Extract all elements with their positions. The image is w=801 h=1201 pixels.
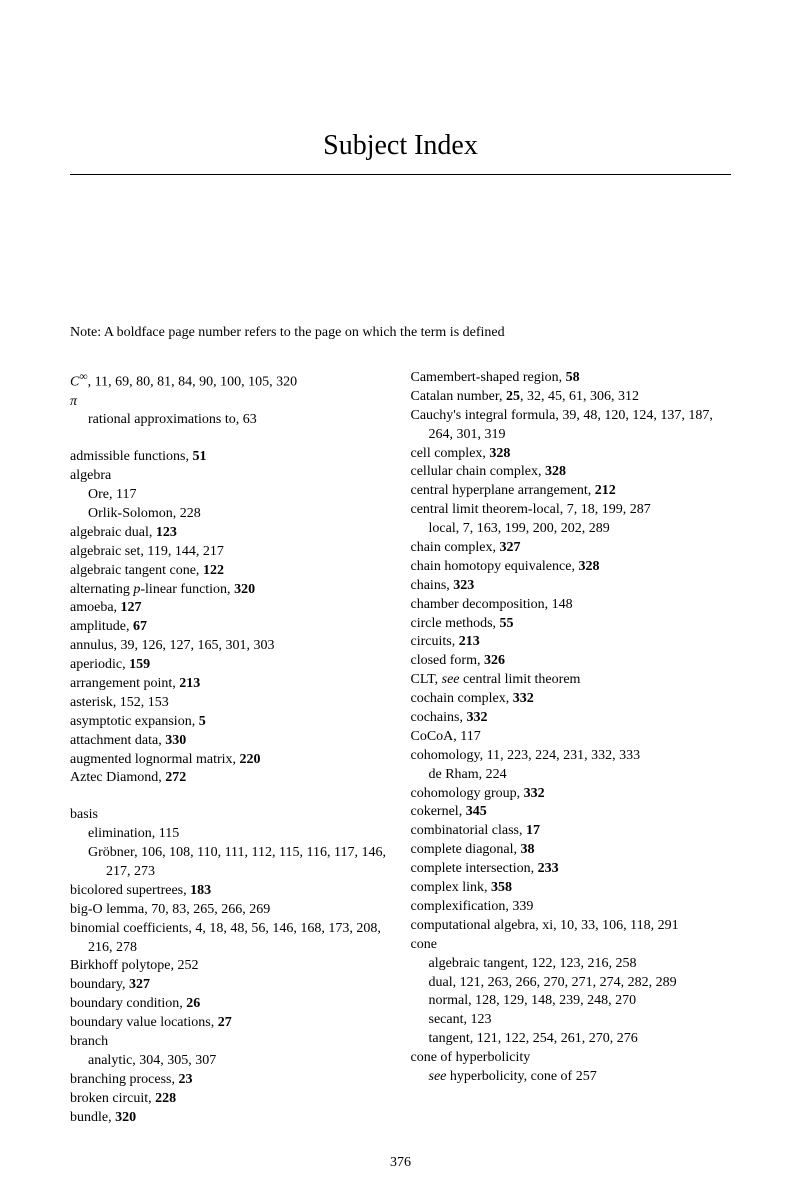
index-entry: boundary, 327 xyxy=(70,976,391,995)
index-entry: Catalan number, 25, 32, 45, 61, 306, 312 xyxy=(411,388,732,407)
index-subentry: rational approximations to, 63 xyxy=(70,411,391,430)
index-entry: CoCoA, 117 xyxy=(411,728,732,747)
index-entry: chains, 323 xyxy=(411,577,732,596)
index-entry: amplitude, 67 xyxy=(70,618,391,637)
index-entry: bundle, 320 xyxy=(70,1109,391,1128)
index-entry: circuits, 213 xyxy=(411,633,732,652)
index-entry: cohomology group, 332 xyxy=(411,785,732,804)
index-entry: binomial coefficients, 4, 18, 48, 56, 14… xyxy=(70,920,391,958)
index-entry: big-O lemma, 70, 83, 265, 266, 269 xyxy=(70,901,391,920)
index-entry: augmented lognormal matrix, 220 xyxy=(70,751,391,770)
section-gap xyxy=(70,788,391,806)
index-entry: circle methods, 55 xyxy=(411,615,732,634)
index-entry: amoeba, 127 xyxy=(70,599,391,618)
index-subentry: elimination, 115 xyxy=(70,825,391,844)
index-entry: Camembert-shaped region, 58 xyxy=(411,369,732,388)
index-entry: broken circuit, 228 xyxy=(70,1090,391,1109)
index-entry: Birkhoff polytope, 252 xyxy=(70,957,391,976)
index-entry: cokernel, 345 xyxy=(411,803,732,822)
index-subentry: de Rham, 224 xyxy=(411,766,732,785)
index-entry: combinatorial class, 17 xyxy=(411,822,732,841)
index-subentry: normal, 128, 129, 148, 239, 248, 270 xyxy=(411,992,732,1011)
index-subentry: algebraic tangent, 122, 123, 216, 258 xyxy=(411,955,732,974)
index-entry: alternating p-linear function, 320 xyxy=(70,581,391,600)
index-entry: arrangement point, 213 xyxy=(70,675,391,694)
index-entry: cochains, 332 xyxy=(411,709,732,728)
index-entry: bicolored supertrees, 183 xyxy=(70,882,391,901)
index-subentry: see hyperbolicity, cone of 257 xyxy=(411,1068,732,1087)
index-entry: asymptotic expansion, 5 xyxy=(70,713,391,732)
index-entry: cone of hyperbolicity xyxy=(411,1049,732,1068)
index-entry: algebraic set, 119, 144, 217 xyxy=(70,543,391,562)
index-subentry: Ore, 117 xyxy=(70,486,391,505)
index-entry: central hyperplane arrangement, 212 xyxy=(411,482,732,501)
index-entry: aperiodic, 159 xyxy=(70,656,391,675)
section-gap xyxy=(70,430,391,448)
index-subentry: local, 7, 163, 199, 200, 202, 289 xyxy=(411,520,732,539)
left-column: C∞, 11, 69, 80, 81, 84, 90, 100, 105, 32… xyxy=(70,369,391,1128)
index-entry: chain complex, 327 xyxy=(411,539,732,558)
index-entry: branch xyxy=(70,1033,391,1052)
index-entry: chain homotopy equivalence, 328 xyxy=(411,558,732,577)
index-entry: cone xyxy=(411,936,732,955)
index-entry: Aztec Diamond, 272 xyxy=(70,769,391,788)
index-entry: complete diagonal, 38 xyxy=(411,841,732,860)
index-entry: complete intersection, 233 xyxy=(411,860,732,879)
index-entry: Cauchy's integral formula, 39, 48, 120, … xyxy=(411,407,732,445)
right-column: Camembert-shaped region, 58 Catalan numb… xyxy=(411,369,732,1128)
index-entry: closed form, 326 xyxy=(411,652,732,671)
definition-note: Note: A boldface page number refers to t… xyxy=(70,325,731,341)
index-entry: cell complex, 328 xyxy=(411,445,732,464)
index-entry: C∞, 11, 69, 80, 81, 84, 90, 100, 105, 32… xyxy=(70,369,391,393)
index-columns: C∞, 11, 69, 80, 81, 84, 90, 100, 105, 32… xyxy=(70,369,731,1128)
index-entry: boundary condition, 26 xyxy=(70,995,391,1014)
index-subentry: Gröbner, 106, 108, 110, 111, 112, 115, 1… xyxy=(70,844,391,882)
index-entry: chamber decomposition, 148 xyxy=(411,596,732,615)
index-entry: π xyxy=(70,393,391,412)
index-subentry: dual, 121, 263, 266, 270, 271, 274, 282,… xyxy=(411,974,732,993)
index-entry: branching process, 23 xyxy=(70,1071,391,1090)
index-subentry: Orlik-Solomon, 228 xyxy=(70,505,391,524)
index-entry: algebraic dual, 123 xyxy=(70,524,391,543)
index-entry: computational algebra, xi, 10, 33, 106, … xyxy=(411,917,732,936)
index-entry: algebra xyxy=(70,467,391,486)
index-entry: annulus, 39, 126, 127, 165, 301, 303 xyxy=(70,637,391,656)
index-subentry: tangent, 121, 122, 254, 261, 270, 276 xyxy=(411,1030,732,1049)
index-subentry: secant, 123 xyxy=(411,1011,732,1030)
index-subentry: analytic, 304, 305, 307 xyxy=(70,1052,391,1071)
index-entry: central limit theorem-local, 7, 18, 199,… xyxy=(411,501,732,520)
index-entry: CLT, see central limit theorem xyxy=(411,671,732,690)
index-entry: admissible functions, 51 xyxy=(70,448,391,467)
index-entry: asterisk, 152, 153 xyxy=(70,694,391,713)
index-entry: algebraic tangent cone, 122 xyxy=(70,562,391,581)
page-title: Subject Index xyxy=(70,130,731,175)
index-entry: complexification, 339 xyxy=(411,898,732,917)
index-entry: cochain complex, 332 xyxy=(411,690,732,709)
index-entry: complex link, 358 xyxy=(411,879,732,898)
index-entry: cohomology, 11, 223, 224, 231, 332, 333 xyxy=(411,747,732,766)
index-entry: boundary value locations, 27 xyxy=(70,1014,391,1033)
page-number: 376 xyxy=(390,1155,411,1171)
index-entry: attachment data, 330 xyxy=(70,732,391,751)
index-entry: basis xyxy=(70,806,391,825)
index-entry: cellular chain complex, 328 xyxy=(411,463,732,482)
